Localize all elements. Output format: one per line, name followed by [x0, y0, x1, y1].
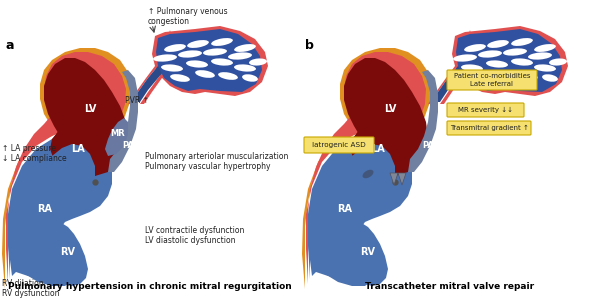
- Polygon shape: [140, 30, 172, 104]
- FancyBboxPatch shape: [304, 137, 374, 153]
- Text: Patient co-morbidities
Late referral: Patient co-morbidities Late referral: [454, 74, 530, 86]
- Polygon shape: [156, 29, 262, 92]
- Ellipse shape: [511, 58, 533, 65]
- Polygon shape: [308, 132, 412, 286]
- Ellipse shape: [211, 38, 233, 46]
- Polygon shape: [50, 120, 112, 179]
- Polygon shape: [348, 222, 388, 286]
- Text: RV: RV: [61, 247, 76, 257]
- Polygon shape: [350, 120, 412, 179]
- FancyBboxPatch shape: [447, 121, 531, 135]
- Polygon shape: [105, 118, 128, 156]
- Text: Iatrogenic ASD: Iatrogenic ASD: [312, 142, 366, 148]
- Polygon shape: [408, 70, 438, 172]
- Text: RV: RV: [361, 247, 376, 257]
- Text: LA: LA: [371, 144, 385, 154]
- Text: PA: PA: [422, 141, 434, 150]
- Polygon shape: [108, 70, 138, 172]
- Ellipse shape: [511, 38, 533, 46]
- Ellipse shape: [153, 54, 177, 62]
- Text: Transmitral gradient ↑: Transmitral gradient ↑: [449, 125, 529, 131]
- Ellipse shape: [203, 48, 227, 56]
- Text: LV: LV: [384, 104, 396, 114]
- Polygon shape: [440, 30, 472, 104]
- Polygon shape: [44, 58, 128, 176]
- Text: LA: LA: [71, 144, 85, 154]
- Ellipse shape: [518, 72, 538, 80]
- Polygon shape: [398, 173, 406, 185]
- FancyBboxPatch shape: [447, 70, 537, 90]
- Ellipse shape: [549, 58, 567, 65]
- Polygon shape: [6, 52, 126, 284]
- Ellipse shape: [211, 58, 233, 65]
- Text: RA: RA: [37, 204, 53, 214]
- Text: ↑ LA pressure
↓ LA compliance: ↑ LA pressure ↓ LA compliance: [2, 144, 67, 163]
- Text: Pulmonary hypertension in chronic mitral regurgitation: Pulmonary hypertension in chronic mitral…: [8, 282, 292, 291]
- Ellipse shape: [186, 60, 208, 68]
- Polygon shape: [308, 144, 396, 279]
- Polygon shape: [152, 26, 268, 96]
- Polygon shape: [428, 36, 458, 104]
- Ellipse shape: [187, 40, 209, 48]
- Polygon shape: [344, 58, 428, 176]
- Ellipse shape: [453, 54, 477, 62]
- Polygon shape: [452, 26, 568, 96]
- Text: a: a: [5, 39, 14, 52]
- Ellipse shape: [161, 64, 183, 72]
- Ellipse shape: [487, 40, 509, 48]
- Polygon shape: [130, 38, 168, 102]
- Ellipse shape: [249, 58, 267, 65]
- Ellipse shape: [234, 44, 256, 52]
- Text: MR: MR: [110, 129, 125, 138]
- Ellipse shape: [164, 44, 186, 52]
- Text: b: b: [305, 39, 314, 52]
- Ellipse shape: [470, 74, 490, 82]
- Ellipse shape: [534, 64, 556, 72]
- Text: Pulmonary arteriolar muscularization
Pulmonary vascular hypertrophy: Pulmonary arteriolar muscularization Pul…: [145, 152, 289, 171]
- Ellipse shape: [486, 60, 508, 68]
- FancyBboxPatch shape: [447, 103, 524, 117]
- Ellipse shape: [495, 70, 515, 78]
- Ellipse shape: [195, 70, 215, 78]
- Text: RV dilation
RV dysfunction: RV dilation RV dysfunction: [2, 279, 59, 298]
- Polygon shape: [456, 29, 562, 92]
- Ellipse shape: [242, 74, 258, 82]
- Polygon shape: [40, 144, 95, 234]
- Polygon shape: [306, 52, 426, 284]
- Ellipse shape: [461, 64, 483, 72]
- Polygon shape: [340, 144, 395, 234]
- Text: Transcatheter mitral valve repair: Transcatheter mitral valve repair: [365, 282, 535, 291]
- Polygon shape: [390, 173, 398, 185]
- Ellipse shape: [528, 52, 552, 60]
- Polygon shape: [430, 38, 468, 102]
- Ellipse shape: [178, 50, 202, 58]
- Ellipse shape: [503, 48, 527, 56]
- Ellipse shape: [534, 44, 556, 52]
- Polygon shape: [128, 36, 158, 104]
- Text: RA: RA: [337, 204, 353, 214]
- Ellipse shape: [218, 72, 238, 80]
- Ellipse shape: [228, 52, 252, 60]
- Polygon shape: [302, 48, 432, 289]
- Ellipse shape: [362, 170, 373, 178]
- Text: MR severity ↓↓: MR severity ↓↓: [458, 107, 512, 113]
- Ellipse shape: [478, 50, 502, 58]
- Text: LV: LV: [84, 104, 96, 114]
- Ellipse shape: [234, 64, 256, 72]
- Ellipse shape: [170, 74, 190, 82]
- Ellipse shape: [464, 44, 486, 52]
- Text: PVR ↑: PVR ↑: [125, 96, 149, 105]
- Text: PA: PA: [122, 141, 134, 150]
- Polygon shape: [8, 144, 96, 279]
- Polygon shape: [48, 222, 88, 286]
- Text: ↑ Pulmonary venous
congestion: ↑ Pulmonary venous congestion: [148, 7, 227, 26]
- Polygon shape: [2, 48, 132, 289]
- Ellipse shape: [542, 74, 558, 82]
- Polygon shape: [8, 132, 112, 286]
- Text: LV contractile dysfunction
LV diastolic dysfunction: LV contractile dysfunction LV diastolic …: [145, 226, 244, 245]
